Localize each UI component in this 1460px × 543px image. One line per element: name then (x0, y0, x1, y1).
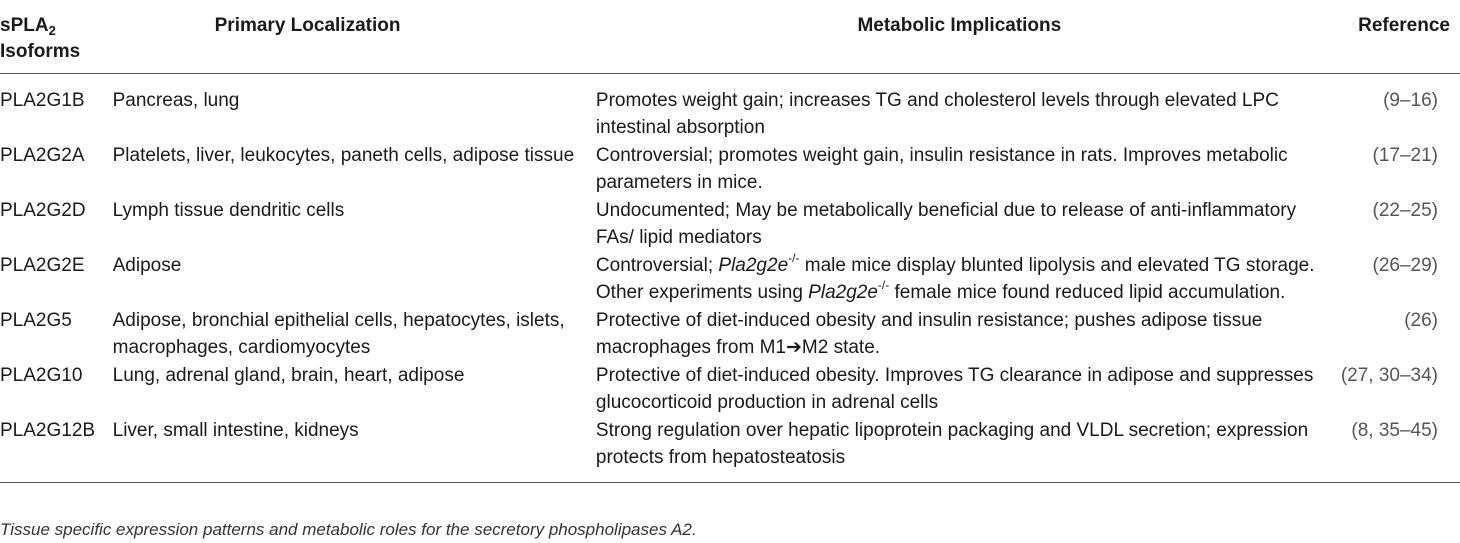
header-isoform-main: sPLA (0, 15, 49, 36)
reference-link[interactable]: (26) (1404, 310, 1438, 331)
table-row: PLA2G12B Liver, small intestine, kidneys… (0, 416, 1460, 483)
isoform-cell: PLA2G12B (0, 416, 113, 483)
table-caption: Tissue specific expression patterns and … (0, 520, 697, 539)
localization-cell: Pancreas, lung (112, 90, 240, 111)
localization-cell: Adipose (112, 255, 182, 276)
implications-cell: Controversial; promotes weight gain, ins… (595, 145, 1288, 193)
knockout-superscript: -/- (877, 278, 890, 292)
implications-cell: Strong regulation over hepatic lipoprote… (595, 416, 1323, 483)
reference-link[interactable]: (27, 30–34) (1340, 365, 1438, 386)
implications-cell: Protective of diet-induced obesity. Impr… (595, 365, 1314, 413)
localization-cell: Adipose, bronchial epithelial cells, hep… (112, 310, 565, 358)
localization-cell: Platelets, liver, leukocytes, paneth cel… (112, 145, 575, 166)
header-row: sPLA2 Isoforms Primary Localization Metab… (0, 6, 1460, 74)
reference-cell: (8, 35–45) (1322, 416, 1460, 483)
header-reference: Reference (1322, 6, 1460, 74)
reference-cell: (17–21) (1323, 141, 1460, 196)
reference-link[interactable]: (8, 35–45) (1351, 420, 1438, 441)
reference-link[interactable]: (26–29) (1372, 255, 1439, 276)
knockout-superscript: -/- (788, 251, 800, 265)
gene-name: Pla2g2e (718, 255, 789, 276)
reference-cell: (26–29) (1323, 251, 1460, 306)
isoform-cell: PLA2G2A (0, 145, 85, 166)
implications-text: male mice display blunted lipolysis and … (595, 255, 1315, 303)
implications-cell: Promotes weight gain; increases TG and c… (595, 90, 1279, 138)
header-isoforms: sPLA2 Isoforms (0, 6, 113, 74)
isoform-cell: PLA2G10 (0, 365, 83, 386)
implications-cell: Controversial; Pla2g2e-/- male mice disp… (596, 251, 1323, 306)
isoform-cell: PLA2G5 (0, 310, 72, 331)
header-localization: Primary Localization (112, 6, 596, 74)
isoform-cell: PLA2G2E (0, 255, 85, 276)
reference-link[interactable]: (9–16) (1383, 90, 1438, 111)
header-isoform-line2: Isoforms (0, 41, 81, 62)
table-row: PLA2G2A Platelets, liver, leukocytes, pa… (0, 141, 1460, 196)
reference-cell: (26) (1323, 306, 1460, 361)
reference-link[interactable]: (17–21) (1372, 145, 1439, 166)
table-row: PLA2G1B Pancreas, lung Promotes weight g… (0, 74, 1460, 142)
isoform-cell: PLA2G1B (0, 90, 85, 111)
splA2-table: sPLA2 Isoforms Primary Localization Metab… (0, 6, 1460, 483)
header-isoform-subscript: 2 (48, 23, 56, 38)
localization-cell: Liver, small intestine, kidneys (112, 416, 596, 483)
implications-cell: Undocumented; May be metabolically benef… (595, 200, 1297, 248)
table-row: PLA2G2D Lymph tissue dendritic cells Und… (0, 196, 1460, 251)
reference-cell: (22–25) (1323, 196, 1460, 251)
localization-cell: Lymph tissue dendritic cells (112, 200, 345, 221)
table-row: PLA2G10 Lung, adrenal gland, brain, hear… (0, 361, 1460, 416)
header-implications: Metabolic Implications (595, 6, 1323, 74)
table-row: PLA2G5 Adipose, bronchial epithelial cel… (0, 306, 1460, 361)
localization-cell: Lung, adrenal gland, brain, heart, adipo… (112, 365, 465, 386)
implications-text: female mice found reduced lipid accumula… (889, 282, 1286, 303)
reference-cell: (9–16) (1323, 74, 1460, 142)
implications-cell: Protective of diet-induced obesity and i… (595, 310, 1263, 358)
table-row: PLA2G2E Adipose Controversial; Pla2g2e-/… (0, 251, 1460, 306)
gene-name: Pla2g2e (808, 282, 878, 303)
implications-text: Controversial; (595, 255, 719, 276)
reference-cell: (27, 30–34) (1323, 361, 1460, 416)
reference-link[interactable]: (22–25) (1372, 200, 1439, 221)
isoform-cell: PLA2G2D (0, 200, 86, 221)
